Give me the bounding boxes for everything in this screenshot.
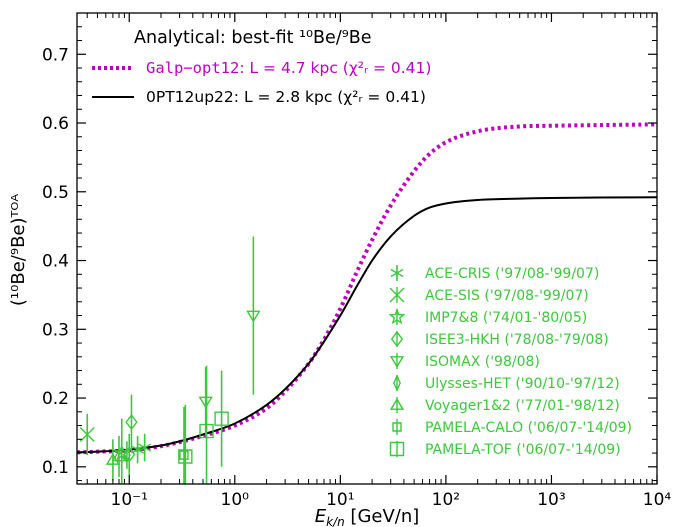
exp-legend-marker	[389, 287, 405, 303]
x-tick-label: 10²	[432, 490, 460, 510]
exp-legend-label: PAMELA-CALO ('06/07-'14/09)	[425, 420, 632, 436]
data-marker	[198, 396, 213, 409]
x-axis-label-unit: [GeV/n]	[345, 506, 420, 527]
exp-legend-marker	[390, 266, 404, 280]
exp-legend-marker	[389, 356, 405, 368]
exp-legend-label: Voyager1&2 ('77/01-'98/12)	[425, 398, 620, 414]
y-tick-label: 0.6	[42, 114, 69, 134]
exp-legend-label: ACE-SIS ('97/08-'99/07)	[425, 288, 589, 304]
data-marker	[131, 442, 145, 457]
x-tick-label: 10⁴	[643, 490, 672, 510]
exp-legend-label: Ulysses-HET ('90/10-'97/12)	[425, 376, 620, 392]
legend-rest-0pt: : L = 2.8 kpc (χ²ᵣ = 0.41)	[234, 88, 426, 106]
legend-title: Analytical: best-fit ¹⁰Be/⁹Be	[134, 28, 372, 48]
y-axis-label: (¹⁰Be/⁹Be)ᵀᴼᴬ	[8, 194, 29, 306]
y-tick-label: 0.1	[42, 458, 69, 478]
exp-legend-label: ACE-CRIS ('97/08-'99/07)	[425, 266, 599, 282]
legend-title-text: Analytical: best-fit ¹⁰Be/⁹Be	[134, 28, 372, 48]
exp-legend-marker	[392, 422, 402, 432]
data-marker	[178, 449, 193, 464]
series-line-1	[77, 196, 657, 454]
y-tick-label: 0.2	[42, 389, 69, 409]
legend-label-galp: Galp−opt12: L = 4.7 kpc (χ²ᵣ = 0.41)	[146, 59, 431, 77]
legend-code-galp: Galp−opt12	[146, 59, 239, 77]
data-marker	[199, 423, 214, 439]
exp-legend-label: ISEE3-HKH ('78/08-'79/08)	[425, 332, 609, 348]
x-tick-label: 10¹	[326, 490, 354, 510]
data-marker	[138, 440, 152, 455]
exp-legend-label: PAMELA-TOF ('06/07-'14/09)	[425, 442, 621, 458]
data-marker	[125, 413, 138, 431]
x-tick-label: 10⁰	[221, 490, 250, 510]
exp-legend-marker	[389, 441, 405, 457]
y-tick-label: 0.7	[42, 45, 69, 65]
data-marker	[79, 426, 95, 442]
exp-legend-marker	[388, 308, 406, 325]
x-tick-label: 10³	[537, 490, 565, 510]
exp-legend-marker	[393, 374, 401, 392]
data-marker	[214, 411, 229, 426]
x-axis-label-main: E	[315, 506, 327, 527]
model-curves	[77, 122, 657, 455]
exp-legend-marker	[390, 330, 404, 348]
data-marker	[246, 310, 261, 323]
data-marker	[122, 446, 131, 464]
y-tick-label: 0.5	[42, 183, 69, 203]
legend-code-0pt: 0PT12up22	[146, 88, 234, 106]
axis-ticks: 10⁻¹ 10⁰ 10¹ 10² 10³ 10⁴ 0.1 0.2 0.3 0.4 0.5 0.6 0.7	[42, 13, 671, 510]
legend-rest-galp: : L = 4.7 kpc (χ²ᵣ = 0.41)	[239, 59, 431, 77]
exp-legend-marker	[389, 398, 405, 410]
y-tick-label: 0.3	[42, 320, 69, 340]
x-axis-label: Ek/n [GeV/n]	[315, 506, 420, 527]
experiment-legend: ACE-CRIS ('97/08-'99/07) ACE-SIS ('97/08-…	[388, 265, 632, 458]
exp-legend-label: IMP7&8 ('74/01-'80/05)	[425, 310, 587, 326]
x-axis-label-sub: k/n	[326, 515, 345, 527]
plot-frame	[76, 12, 658, 485]
y-tick-label: 0.4	[42, 252, 69, 272]
x-tick-label: 10⁻¹	[111, 490, 148, 510]
data-marker	[105, 452, 121, 465]
legend-label-0pt: 0PT12up22: L = 2.8 kpc (χ²ᵣ = 0.41)	[146, 88, 426, 106]
data-marker	[111, 449, 127, 462]
legend: Analytical: best-fit ¹⁰Be/⁹Be Galp−opt12…	[92, 28, 431, 106]
data-points	[79, 236, 261, 484]
exp-legend-label: ISOMAX ('98/08)	[425, 354, 540, 370]
